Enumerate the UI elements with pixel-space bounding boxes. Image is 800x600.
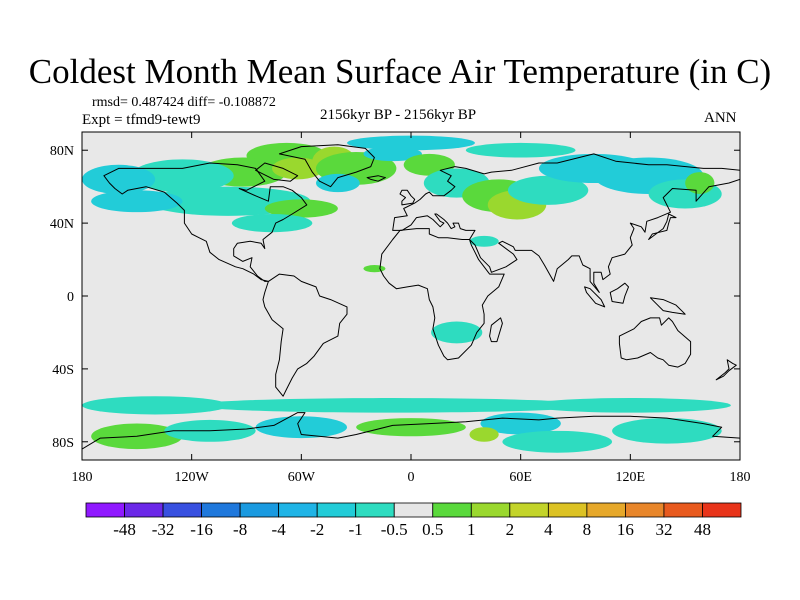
- anomaly-patch: [363, 146, 422, 162]
- coastline-sumatra: [584, 286, 606, 308]
- colorbar-swatch: [547, 502, 588, 518]
- colorbar-swatch: [509, 502, 549, 518]
- colorbar-swatch: [470, 502, 511, 518]
- lat-tick-label: 40N: [50, 217, 74, 232]
- anomaly-patch: [469, 427, 499, 442]
- colorbar-label: -4: [272, 520, 287, 539]
- coastline-antarctica: [82, 412, 740, 450]
- chart-title: Coldest Month Mean Surface Air Temperatu…: [28, 52, 772, 91]
- anomaly-patch: [347, 135, 475, 151]
- anomaly-patch: [91, 190, 183, 213]
- coastline-layer: [82, 144, 740, 450]
- anomaly-patch: [231, 214, 313, 233]
- colorbar-label: 48: [694, 520, 711, 539]
- anomaly-patch: [685, 172, 715, 194]
- stats-line: rmsd= 0.487424 diff= -0.108872: [92, 95, 276, 110]
- colorbar-swatch: [162, 502, 202, 518]
- lat-tick-label: 80S: [52, 436, 74, 451]
- lat-tick-label: 0: [67, 290, 74, 305]
- colorbar-swatch: [124, 502, 164, 518]
- colorbar-label: 32: [655, 520, 672, 539]
- anomaly-patch: [431, 321, 483, 344]
- lon-tick-label: 180: [72, 470, 93, 485]
- anomaly-patch: [529, 398, 731, 413]
- lon-tick-label: 120E: [616, 470, 646, 485]
- coastline-africa: [379, 228, 505, 361]
- anomaly-patch: [191, 398, 594, 413]
- colorbar-label: 2: [506, 520, 515, 539]
- coastline-greenland: [278, 144, 375, 188]
- anomaly-patch: [82, 164, 156, 194]
- colorbar-swatch: [355, 502, 395, 518]
- colorbar-label: -1: [349, 520, 363, 539]
- anomaly-patch: [612, 418, 722, 444]
- anomaly-patch: [465, 142, 576, 158]
- anomaly-patch: [502, 430, 613, 453]
- colorbar-label: 4: [544, 520, 553, 539]
- colorbar-label: 8: [583, 520, 592, 539]
- colorbar-label: -32: [152, 520, 175, 539]
- coastline-borneo: [609, 282, 629, 304]
- anomaly-patch: [469, 235, 499, 247]
- colorbar-label: -8: [233, 520, 247, 539]
- anomaly-patch: [507, 175, 589, 205]
- anomaly-patch: [131, 159, 234, 193]
- colorbar-label: 1: [467, 520, 476, 539]
- colorbar: -48 -32 -16 -8 -4 -2 -1 -0.5 0.5 1 2 4 8 16 32 48: [85, 502, 742, 539]
- anomaly-layer: [82, 135, 731, 453]
- anomaly-patch: [255, 416, 348, 439]
- colorbar-swatch: [702, 502, 742, 518]
- colorbar-swatch: [586, 502, 626, 518]
- colorbar-label: -2: [310, 520, 324, 539]
- anomaly-patch: [272, 157, 324, 180]
- anomaly-patch: [356, 418, 466, 437]
- coastline-iceland: [366, 175, 386, 182]
- colorbar-label: 0.5: [422, 520, 443, 539]
- coastline-great-britain: [399, 189, 416, 206]
- lon-tick-label: 60E: [509, 470, 532, 485]
- lat-tick-label: 40S: [52, 363, 74, 378]
- colorbar-label: -16: [190, 520, 213, 539]
- coastline-south-america: [262, 273, 348, 397]
- season-label: ANN: [704, 110, 737, 126]
- experiment-line: Expt = tfmd9-tewt9: [82, 112, 201, 128]
- lon-tick-label: 120W: [175, 470, 210, 485]
- period-line: 2156kyr BP - 2156kyr BP: [320, 107, 477, 123]
- lon-tick-label: 0: [408, 470, 415, 485]
- coastline-baffin-island: [255, 162, 299, 182]
- colorbar-swatch: [201, 502, 241, 518]
- anomaly-patch: [315, 173, 360, 193]
- map-axes: 180 120W 60W 0 60E 120E 180 80N 40N 0 40S 80S: [50, 132, 751, 485]
- anomaly-patch: [363, 265, 386, 273]
- colorbar-swatch: [316, 502, 357, 518]
- lon-tick-label: 180: [730, 470, 751, 485]
- coastline-new-zealand: [715, 359, 737, 381]
- colorbar-swatch: [625, 502, 665, 518]
- colorbar-label: -0.5: [381, 520, 408, 539]
- colorbar-swatch: [85, 502, 125, 518]
- colorbar-swatch: [239, 502, 280, 518]
- colorbar-label: 16: [617, 520, 634, 539]
- coastline-australia: [618, 317, 692, 368]
- anomaly-patch: [82, 396, 229, 415]
- colorbar-swatch: [278, 502, 318, 518]
- coastline-north-america: [103, 162, 308, 282]
- lon-tick-label: 60W: [288, 470, 316, 485]
- colorbar-swatch: [432, 502, 472, 518]
- colorbar-swatch: [393, 502, 434, 518]
- lat-tick-label: 80N: [50, 144, 74, 159]
- coastline-madagascar: [489, 317, 503, 343]
- colorbar-label: -48: [113, 520, 136, 539]
- coastline-eurasia: [392, 153, 740, 293]
- coastline-japan: [648, 213, 677, 240]
- coastline-new-guinea: [649, 297, 686, 315]
- colorbar-swatch: [663, 502, 703, 518]
